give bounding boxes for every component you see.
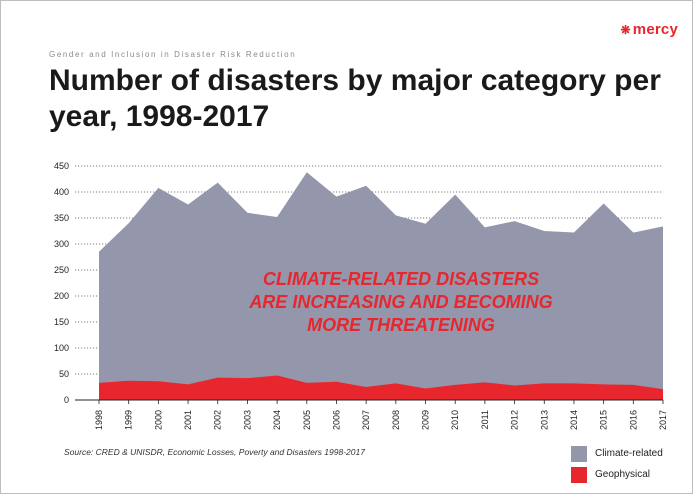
x-tick-label: 2014 <box>569 410 579 430</box>
x-tick-label: 2007 <box>361 410 371 430</box>
x-tick-label: 1998 <box>94 410 104 430</box>
y-tick-label: 50 <box>59 369 69 379</box>
legend-label: Climate-related <box>595 448 663 459</box>
y-tick-label: 100 <box>54 343 69 353</box>
x-tick-labels: 1998 1999 2000 2001 2002 2003 2004 2005 2006 2007… <box>94 410 668 430</box>
y-tick-label: 450 <box>54 161 69 171</box>
x-tick-label: 2017 <box>658 410 668 430</box>
chart-legend: Climate-related Geophysical <box>571 443 663 485</box>
logo-text: mercy <box>632 21 678 38</box>
area-climate-related <box>99 172 663 400</box>
chart-areas <box>99 172 663 400</box>
x-tick-label: 2015 <box>599 410 609 430</box>
chart-axes <box>75 399 664 404</box>
annotation-line: MORE THREATENING <box>307 315 495 335</box>
logo-icon: ❋ <box>620 22 631 37</box>
legend-label: Geophysical <box>595 469 651 480</box>
page-subtitle: Gender and Inclusion in Disaster Risk Re… <box>49 50 297 59</box>
x-tick-label: 2010 <box>450 410 460 430</box>
x-tick-label: 2012 <box>510 410 520 430</box>
annotation-line: CLIMATE-RELATED DISASTERS <box>262 269 540 289</box>
y-tick-label: 300 <box>54 239 69 249</box>
legend-swatch-geophysical <box>571 466 587 483</box>
x-tick-label: 2005 <box>302 410 312 430</box>
source-note: Source: CRED & UNISDR, Economic Losses, … <box>64 447 365 457</box>
y-tick-label: 350 <box>54 213 69 223</box>
y-tick-label: 150 <box>54 317 69 327</box>
x-tick-label: 2002 <box>213 410 223 430</box>
x-tick-label: 2006 <box>331 410 341 430</box>
x-tick-label: 2000 <box>153 410 163 430</box>
x-tick-label: 2011 <box>480 410 490 429</box>
x-tick-label: 2001 <box>183 410 193 430</box>
x-tick-label: 1999 <box>124 410 134 430</box>
x-tick-label: 2009 <box>421 410 431 430</box>
legend-item-geophysical: Geophysical <box>571 464 663 485</box>
y-tick-label: 200 <box>54 291 69 301</box>
x-tick-label: 2016 <box>628 410 638 430</box>
legend-swatch-climate <box>571 445 587 462</box>
x-tick-label: 2003 <box>242 410 252 430</box>
y-tick-label: 250 <box>54 265 69 275</box>
y-tick-labels: 0 50 100 150 200 250 300 350 400 450 <box>54 161 69 405</box>
y-tick-label: 0 <box>64 395 69 405</box>
page-title: Number of disasters by major category pe… <box>49 64 661 133</box>
x-tick-label: 2008 <box>391 410 401 430</box>
chart-annotation: CLIMATE-RELATED DISASTERS ARE INCREASING… <box>191 268 611 337</box>
y-tick-label: 400 <box>54 187 69 197</box>
mercy-logo: ❋ mercy <box>621 21 678 38</box>
area-geophysical <box>99 375 663 400</box>
legend-item-climate: Climate-related <box>571 443 663 464</box>
x-tick-label: 2004 <box>272 410 282 430</box>
x-tick-label: 2013 <box>539 410 549 430</box>
annotation-line: ARE INCREASING AND BECOMING <box>249 292 553 312</box>
